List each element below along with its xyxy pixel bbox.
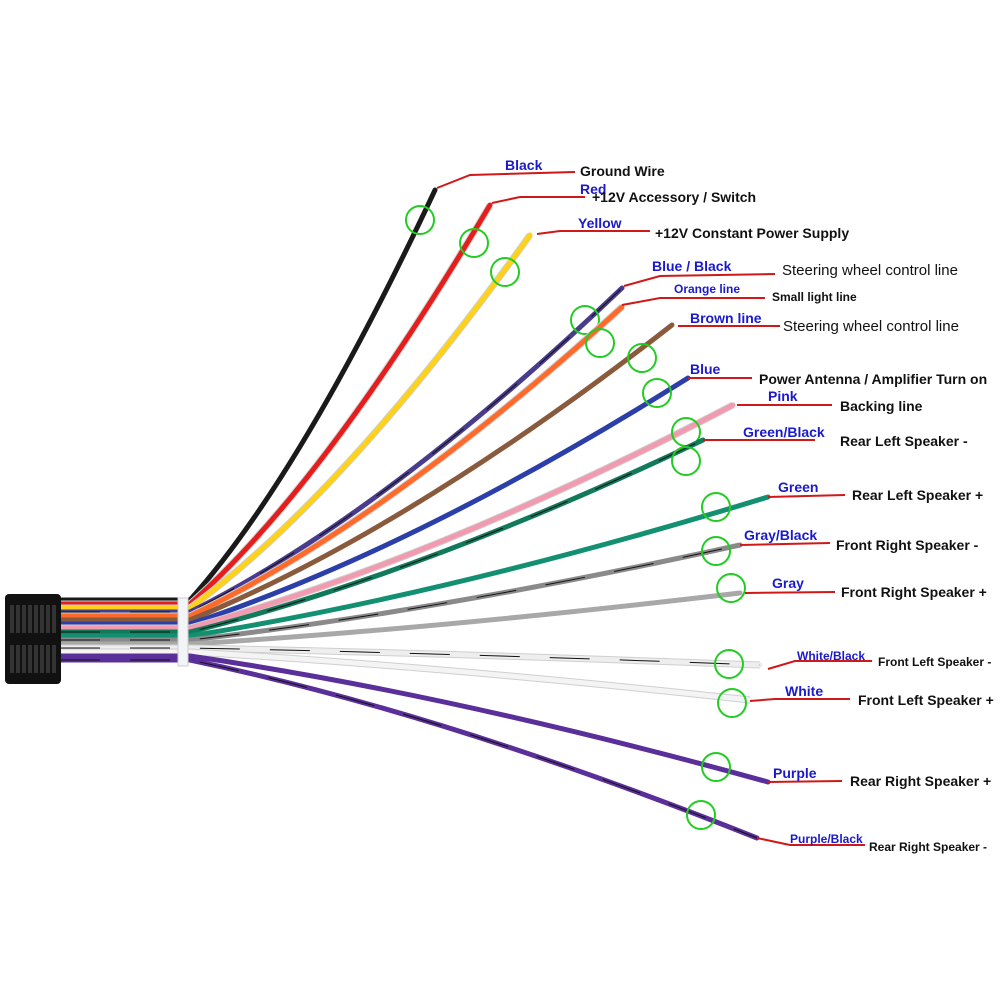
leader-line	[744, 591, 836, 594]
wire-stripe	[60, 287, 623, 613]
wire-color-label: Green	[778, 479, 819, 495]
wire-black	[57, 187, 438, 603]
leader-line	[767, 660, 872, 670]
wire-color-label: Blue	[690, 361, 721, 377]
connector-pin-slot	[16, 605, 20, 633]
connector-pin-slot	[16, 645, 20, 673]
connector-pin-slot	[46, 645, 50, 673]
marker-circle	[585, 328, 615, 358]
marker-circle	[490, 257, 520, 287]
wire-function-label: Rear Left Speaker -	[840, 433, 968, 449]
marker-circle	[405, 205, 435, 235]
connector-pin-slot	[34, 605, 38, 633]
wire-function-label: Front Left Speaker +	[858, 692, 994, 708]
wire-function-label: +12V Constant Power Supply	[655, 225, 850, 241]
wire-color-label: Red	[580, 181, 607, 197]
connector-pin-slot	[34, 645, 38, 673]
wire-color-label: Blue / Black	[652, 258, 732, 274]
wire-function-label: Steering wheel control line	[783, 318, 959, 335]
connector-pin-slot	[28, 605, 32, 633]
wire-purple	[57, 653, 771, 785]
wire-function-label: Front Right Speaker -	[836, 537, 979, 553]
marker-circle	[642, 378, 672, 408]
connector-pin-slot	[10, 605, 14, 633]
wire-gray	[57, 590, 743, 647]
wire-outline	[60, 304, 625, 620]
marker-circle	[570, 305, 600, 335]
wire-red	[57, 202, 493, 607]
wire-color-label: Gray/Black	[744, 527, 818, 543]
leader-line	[767, 780, 843, 783]
wire-color-label: Pink	[768, 388, 798, 404]
wire-pink	[57, 402, 736, 631]
connector-pin-slot	[22, 645, 26, 673]
wire-function-label: Small light line	[772, 290, 857, 304]
wire-function-label: Power Antenna / Amplifier Turn on	[759, 371, 988, 387]
connector-pin-slot	[52, 645, 56, 673]
connector-pin-slot	[40, 605, 44, 633]
wire-function-label: Backing line	[840, 398, 923, 414]
wire-color-label: Orange line	[674, 282, 741, 296]
wire-yellow	[57, 232, 533, 611]
leader-line	[623, 273, 776, 287]
connector-pin-slot	[28, 645, 32, 673]
marker-circle	[627, 343, 657, 373]
wire-white	[57, 649, 753, 703]
wire-function-label: Rear Right Speaker +	[850, 773, 992, 789]
wire-stripe	[60, 647, 761, 666]
connector-pin-slot	[22, 605, 26, 633]
marker-circle	[686, 800, 716, 830]
leader-line	[436, 171, 576, 189]
wire-color-label: White/Black	[797, 649, 866, 663]
marker-circle	[714, 649, 744, 679]
wire-function-label: Ground Wire	[580, 163, 665, 179]
wire-color-label: Brown line	[690, 310, 762, 326]
connector-pin-slot	[40, 645, 44, 673]
wire-color-label: White	[785, 683, 824, 699]
marker-circle	[459, 228, 489, 258]
leader-line	[491, 196, 585, 204]
cable-tie	[177, 597, 189, 667]
wire-color-label: Purple	[773, 765, 817, 781]
wire-color-label: Purple/Black	[790, 832, 863, 846]
wire-stripe	[60, 439, 704, 633]
wire-color-label: Yellow	[578, 215, 622, 231]
wire-color-label: Black	[505, 157, 543, 173]
wire-color-label: Green/Black	[743, 424, 825, 440]
wire-blue	[57, 375, 691, 627]
wire-function-label: Rear Right Speaker -	[869, 840, 988, 854]
wire-function-label: Rear Left Speaker +	[852, 487, 984, 503]
leader-line	[739, 542, 831, 546]
connector-pin-slot	[52, 605, 56, 633]
wire-function-label: Steering wheel control line	[782, 262, 958, 279]
leader-line	[621, 297, 765, 306]
wire-stripe	[60, 544, 741, 641]
marker-circle	[671, 446, 701, 476]
wire-function-label: Front Left Speaker -	[878, 655, 992, 669]
connector-pin-slot	[10, 645, 14, 673]
wire-green	[57, 494, 771, 639]
leader-line	[756, 837, 865, 846]
marker-circle	[716, 573, 746, 603]
wire-purple-black	[57, 657, 760, 841]
marker-circle	[701, 752, 731, 782]
leader-line	[767, 494, 846, 498]
leader-line	[536, 230, 650, 235]
marker-circle	[701, 536, 731, 566]
marker-circle	[701, 492, 731, 522]
connector-pin-slot	[46, 605, 50, 633]
wire-orange-line	[57, 304, 625, 619]
wire-brown-line	[57, 322, 675, 623]
wire-function-label: +12V Accessory / Switch	[592, 189, 757, 205]
marker-circle	[717, 688, 747, 718]
leader-line	[749, 698, 850, 702]
wire-function-label: Front Right Speaker +	[841, 584, 987, 600]
wire-color-label: Gray	[772, 575, 804, 591]
